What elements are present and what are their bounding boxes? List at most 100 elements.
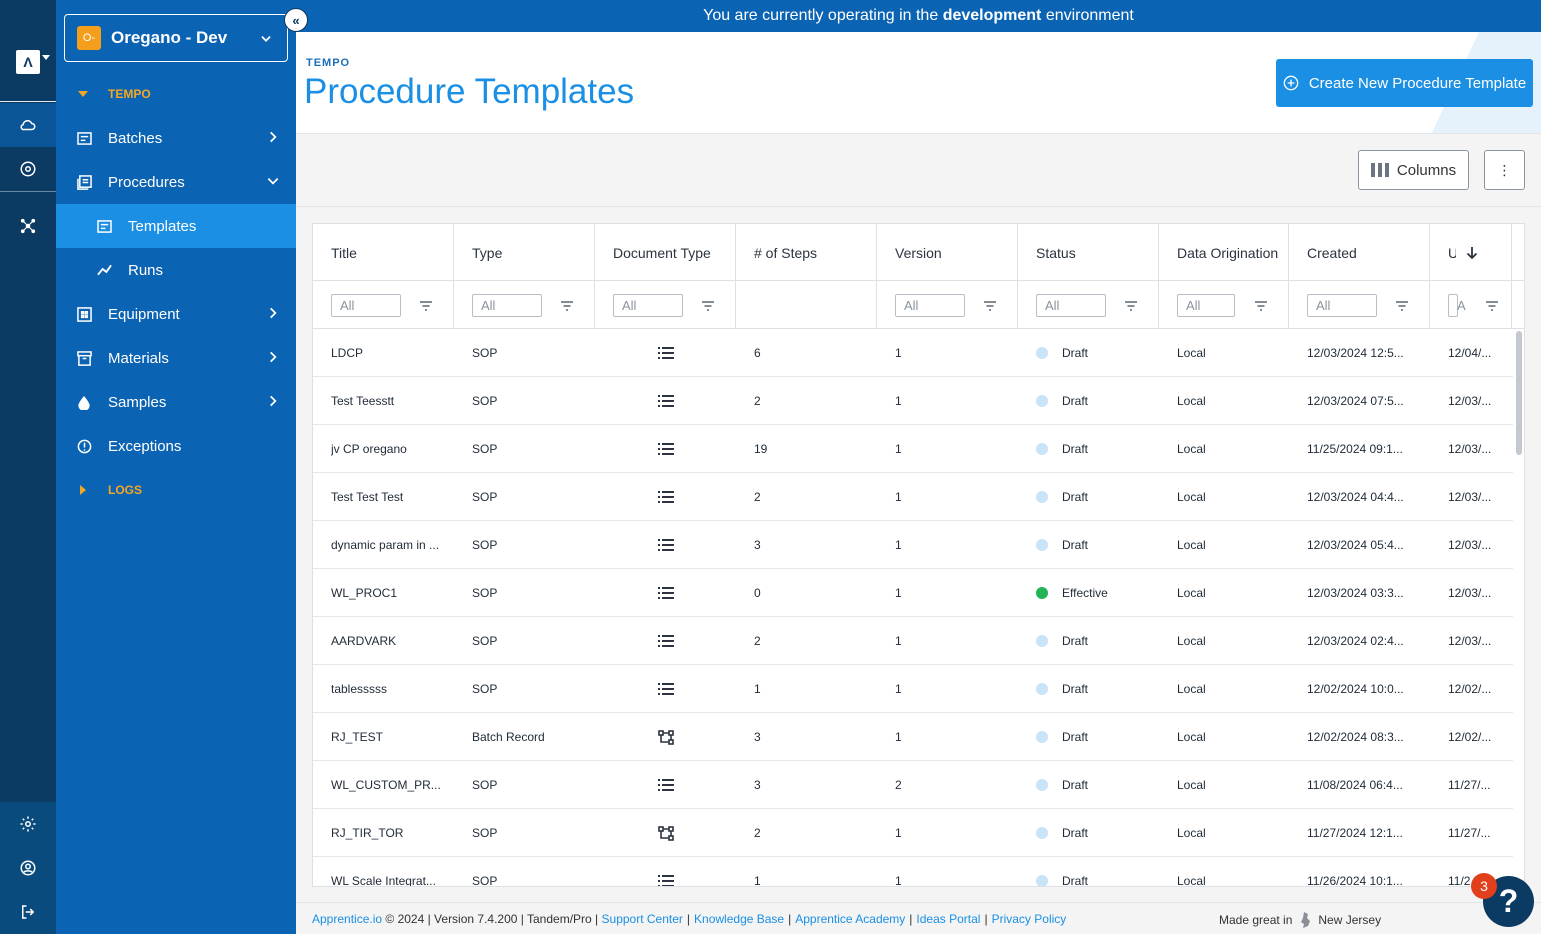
table-row[interactable]: RJ_TIR_TOR SOP 2 1 Draft Local 11/27/2024 12:1… (313, 809, 1513, 857)
filter-cell-updated: A (1430, 281, 1512, 329)
user-profile-icon[interactable] (0, 846, 56, 890)
breadcrumb[interactable]: TEMPO (306, 57, 351, 69)
compass-icon[interactable] (0, 147, 56, 191)
sidebar-item-materials[interactable]: Materials (56, 336, 296, 380)
filter-icon[interactable] (560, 298, 574, 316)
filter-input-status[interactable]: All (1036, 293, 1106, 317)
table-row[interactable]: dynamic param in ... SOP 3 1 Draft Local 12/03… (313, 521, 1513, 569)
column-header-type[interactable]: Type (454, 224, 595, 281)
create-procedure-template-button[interactable]: Create New Procedure Template (1276, 59, 1533, 107)
column-header-steps[interactable]: # of Steps (736, 224, 877, 281)
filter-cell-data-origination: All (1159, 281, 1289, 329)
sidebar-item-label: Equipment (108, 305, 180, 323)
filter-input-document-type[interactable]: All (613, 293, 683, 317)
table-row[interactable]: AARDVARK SOP 2 1 Draft Local 12/03/2024 02:4..… (313, 617, 1513, 665)
status-dot-icon (1036, 731, 1048, 743)
cell-status: Draft (1036, 761, 1088, 809)
filter-input-updated[interactable]: A (1448, 293, 1466, 317)
sidebar-item-exceptions[interactable]: Exceptions (56, 424, 296, 468)
cloud-icon[interactable] (0, 103, 56, 147)
column-header-version[interactable]: Version (877, 224, 1018, 281)
filter-icon[interactable] (1254, 298, 1268, 316)
environment-badge: O- (77, 26, 101, 50)
filter-icon[interactable] (1124, 298, 1138, 316)
column-header-label: Type (472, 244, 503, 261)
help-button[interactable]: ? (1483, 876, 1534, 927)
table-scrollbar[interactable] (1516, 331, 1522, 455)
cell-document-type (658, 617, 674, 665)
sort-arrow-down-icon[interactable] (1466, 246, 1478, 260)
filter-input-created[interactable]: All (1307, 293, 1377, 317)
table-row[interactable]: WL_PROC1 SOP 0 1 Effective Local 12/03/2024 03… (313, 569, 1513, 617)
footer-meta: © 2024 | Version 7.4.200 | Tandem/Pro | (385, 911, 599, 926)
sidebar-item-templates[interactable]: Templates (56, 204, 296, 248)
sidebar-item-batches[interactable]: Batches (56, 116, 296, 160)
table-row[interactable]: RJ_TEST Batch Record 3 1 Draft Local 12/02/202… (313, 713, 1513, 761)
network-icon[interactable] (0, 204, 56, 248)
cell-version: 1 (895, 442, 902, 456)
cell-created: 12/03/2024 04:4... (1307, 490, 1404, 504)
table-row[interactable]: Test Test Test SOP 2 1 Draft Local 12/03/2024 … (313, 473, 1513, 521)
filter-icon[interactable] (1485, 298, 1499, 316)
section-logs[interactable]: LOGS (56, 476, 296, 504)
list-document-icon (658, 347, 674, 359)
table-row[interactable]: WL_CUSTOM_PR... SOP 3 2 Draft Local 11/08/2024… (313, 761, 1513, 809)
sidebar-item-runs[interactable]: Runs (56, 248, 296, 292)
question-mark-icon: ? (1498, 883, 1519, 919)
batches-icon (76, 130, 92, 146)
footer-link-apprentice-academy[interactable]: Apprentice Academy (795, 911, 906, 926)
cell-version: 1 (895, 634, 902, 648)
environment-selector[interactable]: O- Oregano - Dev (64, 14, 288, 62)
footer-link-support-center[interactable]: Support Center (601, 911, 683, 926)
chevron-right-icon (270, 395, 277, 407)
filter-input-title[interactable]: All (331, 293, 401, 317)
filter-icon[interactable] (983, 298, 997, 316)
apprentice-logo-icon[interactable]: Λ (16, 50, 40, 74)
column-header-created[interactable]: Created (1289, 224, 1430, 281)
footer-brand-link[interactable]: Apprentice.io (312, 911, 383, 926)
filter-input-data-origination[interactable]: All (1177, 293, 1235, 317)
chevron-down-icon[interactable] (42, 55, 50, 60)
cell-created: 12/02/2024 10:0... (1307, 682, 1404, 696)
sidebar-item-equipment[interactable]: Equipment (56, 292, 296, 336)
column-header-document-type[interactable]: Document Type (595, 224, 736, 281)
footer-link-privacy-policy[interactable]: Privacy Policy (991, 911, 1067, 926)
filter-input-type[interactable]: All (472, 293, 542, 317)
table-row[interactable]: jv CP oregano SOP 19 1 Draft Local 11/25/2024 … (313, 425, 1513, 473)
column-header-title[interactable]: Title (313, 224, 454, 281)
footer-link-ideas-portal[interactable]: Ideas Portal (916, 911, 981, 926)
column-header-data-origination[interactable]: Data Origination (1159, 224, 1289, 281)
table-row[interactable]: tablesssss SOP 1 1 Draft Local 12/02/2024 10:0… (313, 665, 1513, 713)
filter-cell-version: All (877, 281, 1018, 329)
status-dot-icon (1036, 875, 1048, 886)
rail-divider (0, 191, 56, 192)
filter-icon[interactable] (1395, 298, 1409, 316)
section-tempo[interactable]: TEMPO (56, 80, 296, 108)
more-options-button[interactable]: ⋮ (1484, 150, 1525, 190)
table-row[interactable]: WL Scale Integrat... SOP 1 1 Draft Local 11/26… (313, 857, 1513, 886)
settings-gear-icon[interactable] (0, 802, 56, 846)
status-label: Effective (1062, 586, 1108, 600)
filter-icon[interactable] (419, 298, 433, 316)
status-dot-icon (1036, 539, 1048, 551)
status-dot-icon (1036, 347, 1048, 359)
banner-prefix: You are currently operating in the (703, 7, 939, 24)
filter-input-version[interactable]: All (895, 293, 965, 317)
status-dot-icon (1036, 587, 1048, 599)
column-header-status[interactable]: Status (1018, 224, 1159, 281)
sidebar-item-procedures[interactable]: Procedures (56, 160, 296, 204)
table-row[interactable]: LDCP SOP 6 1 Draft Local 12/03/2024 12:5... 12/… (313, 329, 1513, 377)
status-label: Draft (1062, 730, 1089, 744)
filter-cell-title: All (313, 281, 454, 329)
filter-icon[interactable] (701, 298, 715, 316)
sidebar-item-samples[interactable]: Samples (56, 380, 296, 424)
table-row[interactable]: Test Teesstt SOP 2 1 Draft Local 12/03/2024 07… (313, 377, 1513, 425)
logout-icon[interactable] (0, 890, 56, 934)
column-header-updated[interactable]: U (1430, 224, 1512, 281)
cell-version: 1 (895, 346, 902, 360)
cell-created: 11/08/2024 06:4... (1307, 778, 1403, 792)
columns-button[interactable]: Columns (1358, 150, 1469, 190)
materials-icon (76, 350, 92, 366)
footer-link-knowledge-base[interactable]: Knowledge Base (694, 911, 785, 926)
collapse-sidebar-button[interactable]: « (284, 8, 308, 32)
